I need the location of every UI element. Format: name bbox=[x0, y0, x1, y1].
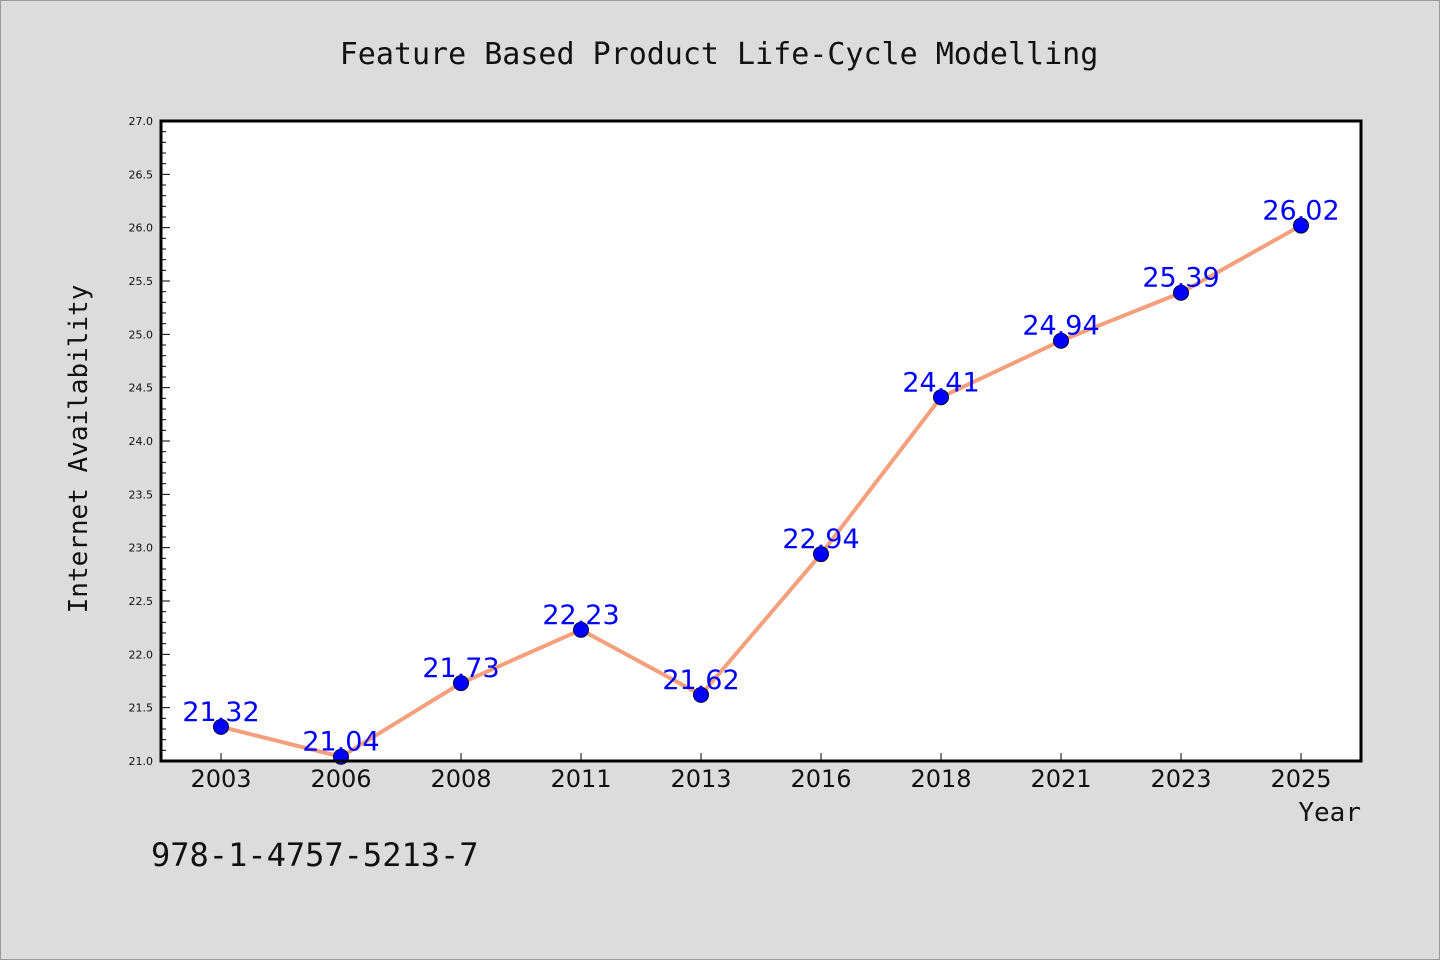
data-value-label: 21.04 bbox=[302, 727, 379, 758]
y-tick-label: 21.0 bbox=[129, 755, 154, 768]
data-point-marker bbox=[453, 675, 469, 692]
plot-area bbox=[161, 121, 1361, 761]
y-tick-label: 21.5 bbox=[129, 702, 154, 715]
data-point-marker bbox=[1173, 284, 1189, 301]
series-markers bbox=[213, 217, 1309, 765]
x-tick-label: 2016 bbox=[790, 765, 851, 793]
x-tick-label: 2021 bbox=[1030, 765, 1091, 793]
x-axis-ticks: 2003 2006 2008 2011 2013 2016 2018 2021 2023 2025 bbox=[190, 753, 1332, 793]
x-tick-label: 2018 bbox=[910, 765, 971, 793]
x-tick-label: 2023 bbox=[1150, 765, 1211, 793]
x-tick-label: 2006 bbox=[310, 765, 371, 793]
footnote-isbn: 978-1-4757-5213-7 bbox=[151, 836, 479, 874]
y-tick-label: 23.5 bbox=[129, 488, 154, 501]
y-tick-label: 23.0 bbox=[129, 542, 154, 555]
data-value-label: 22.94 bbox=[782, 524, 859, 555]
data-point-marker bbox=[1293, 217, 1309, 234]
data-value-label: 22.23 bbox=[542, 600, 619, 631]
data-point-marker bbox=[693, 686, 709, 703]
y-tick-label: 25.5 bbox=[129, 275, 154, 288]
x-tick-label: 2008 bbox=[430, 765, 491, 793]
data-value-label: 24.41 bbox=[902, 367, 979, 398]
x-tick-label: 2003 bbox=[190, 765, 251, 793]
data-value-label: 26.02 bbox=[1262, 196, 1339, 227]
data-point-marker bbox=[573, 621, 589, 638]
data-value-label: 21.73 bbox=[422, 653, 499, 684]
y-tick-label: 24.0 bbox=[129, 435, 154, 448]
y-tick-label: 26.5 bbox=[129, 168, 154, 181]
y-tick-label: 22.5 bbox=[129, 595, 154, 608]
y-axis-label: Internet Availability bbox=[64, 285, 94, 614]
y-tick-label: 22.0 bbox=[129, 648, 154, 661]
plot-frame bbox=[159, 119, 1363, 763]
x-tick-label: 2011 bbox=[550, 765, 611, 793]
y-tick-label: 26.0 bbox=[129, 222, 154, 235]
data-value-label: 24.94 bbox=[1022, 311, 1099, 342]
x-tick-label: 2013 bbox=[670, 765, 731, 793]
data-point-marker bbox=[213, 718, 229, 735]
data-value-label: 25.39 bbox=[1142, 263, 1219, 294]
x-axis-label: Year bbox=[1298, 798, 1361, 828]
series-line bbox=[220, 223, 1302, 759]
y-tick-label: 27.0 bbox=[129, 115, 154, 128]
data-labels: 21.32 21.04 21.73 22.23 21.62 22.94 24.41 24.94… bbox=[182, 196, 1339, 758]
data-point-marker bbox=[1053, 332, 1069, 349]
data-value-label: 21.32 bbox=[182, 697, 259, 728]
chart-title: Feature Based Product Life-Cycle Modelli… bbox=[340, 37, 1099, 72]
data-point-marker bbox=[933, 389, 949, 406]
data-point-marker bbox=[813, 546, 829, 563]
y-tick-label: 24.5 bbox=[129, 382, 154, 395]
x-tick-label: 2025 bbox=[1270, 765, 1331, 793]
y-tick-label: 25.0 bbox=[129, 328, 154, 341]
data-value-label: 21.62 bbox=[662, 665, 739, 696]
